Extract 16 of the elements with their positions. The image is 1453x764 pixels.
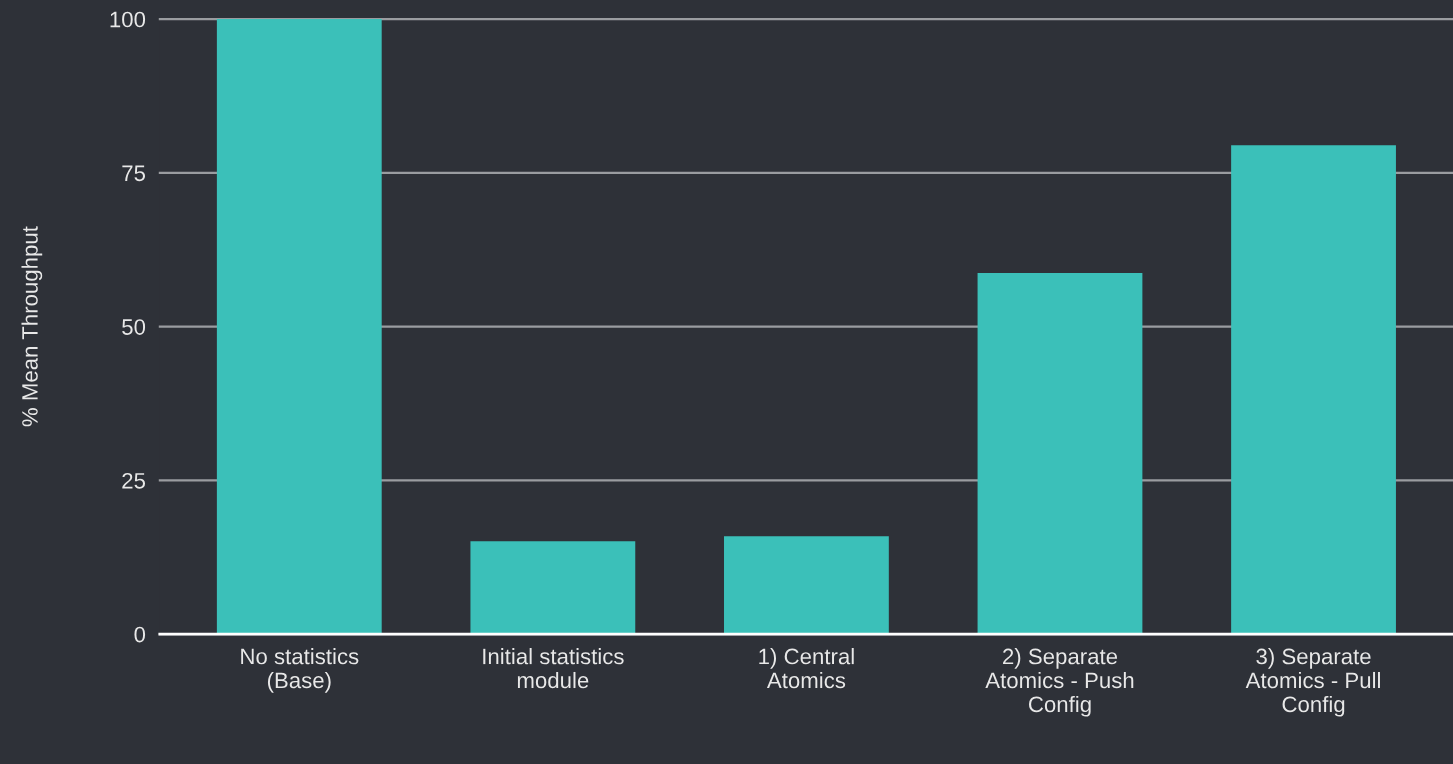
bar [1231,145,1396,635]
x-tick-label: 2) Separate Atomics - Push Config [985,648,1134,717]
y-tick-label: 0 [134,626,146,643]
x-tick-label: 1) Central Atomics [759,648,854,689]
y-axis-title: % Mean Throughput [21,226,43,427]
bar [216,19,382,635]
y-tick-label: 25 [122,472,146,489]
x-tick-label: Initial statistics module [483,648,624,689]
y-tick-label: 75 [122,165,146,182]
y-tick-label: 50 [122,319,146,335]
x-tick-label: No statistics (Base) [241,648,359,693]
bar [724,536,889,635]
y-tick-label: 100 [110,11,146,28]
bar [470,541,636,635]
x-tick-label: 3) Separate Atomics - Pull Config [1245,648,1380,717]
bar [977,273,1143,635]
